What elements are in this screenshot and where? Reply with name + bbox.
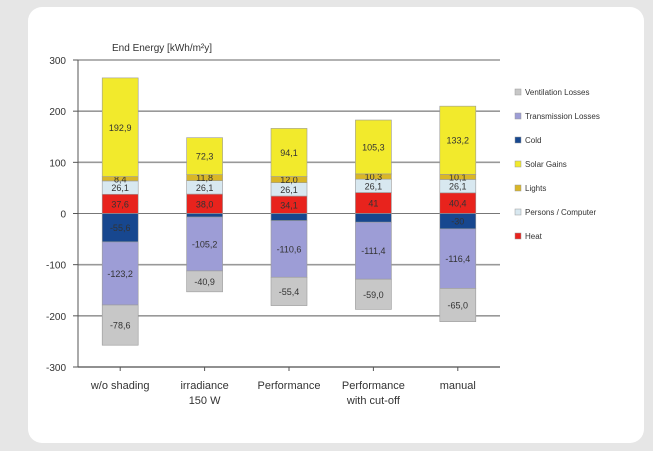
data-label-cold: -30 bbox=[451, 217, 464, 227]
legend-swatch-transmission-losses bbox=[514, 112, 522, 120]
data-label-solar-gains: 192,9 bbox=[109, 123, 132, 133]
data-label-ventilation-losses: -78,6 bbox=[110, 321, 131, 331]
data-label-transmission-losses: -116,4 bbox=[445, 254, 470, 264]
legend-label-cold: Cold bbox=[525, 136, 541, 145]
legend-swatch-lights bbox=[514, 184, 522, 192]
data-label-transmission-losses: -105,2 bbox=[192, 239, 218, 249]
data-label-ventilation-losses: -40,9 bbox=[194, 277, 215, 287]
data-label-persons-computer: 26,1 bbox=[196, 183, 214, 193]
data-label-heat: 38,0 bbox=[196, 199, 214, 209]
y-axis-label: End Energy [kWh/m²y] bbox=[112, 43, 212, 54]
data-label-persons-computer: 26,1 bbox=[365, 181, 383, 191]
legend-label-persons-computer: Persons / Computer bbox=[525, 208, 596, 217]
data-label-solar-gains: 133,2 bbox=[447, 136, 470, 146]
legend-label-ventilation-losses: Ventilation Losses bbox=[525, 88, 590, 97]
data-label-transmission-losses: -110,6 bbox=[277, 244, 302, 254]
bar-segment-solar-gains bbox=[186, 137, 223, 175]
legend-label-lights: Lights bbox=[525, 184, 546, 193]
bar-segment-ventilation-losses bbox=[439, 288, 477, 322]
bar-segment-solar-gains bbox=[101, 77, 139, 177]
bar-segment-ventilation-losses bbox=[186, 270, 223, 293]
bar-segment-transmission-losses bbox=[355, 221, 392, 280]
bars: 37,626,18,4192,9-55,6-123,2-78,638,026,1… bbox=[101, 77, 477, 346]
y-tick-label: -100 bbox=[46, 261, 66, 272]
legend-swatch-cold bbox=[514, 136, 522, 144]
x-category-label: irradiance bbox=[180, 380, 228, 392]
x-category-label: Performance bbox=[342, 380, 405, 392]
data-label-persons-computer: 26,1 bbox=[280, 185, 298, 195]
bar-segment-ventilation-losses bbox=[270, 276, 308, 306]
data-label-heat: 37,6 bbox=[111, 199, 129, 209]
bar-segment-cold bbox=[270, 213, 308, 221]
bar-segment-transmission-losses bbox=[186, 216, 223, 272]
x-category-label: Performance bbox=[258, 380, 321, 392]
bar-segment-transmission-losses bbox=[439, 228, 477, 289]
y-tick-label: 0 bbox=[60, 210, 66, 221]
bar-segment-solar-gains bbox=[355, 119, 392, 175]
data-label-ventilation-losses: -55,4 bbox=[279, 287, 300, 297]
bar-segment-solar-gains bbox=[439, 105, 477, 175]
legend: Ventilation Losses Transmission Losses Col… bbox=[514, 88, 600, 241]
data-label-lights: 11,8 bbox=[196, 173, 213, 183]
y-axis-ticks: -300 -200 -100 0 100 200 300 bbox=[46, 56, 500, 374]
legend-swatch-heat bbox=[514, 232, 522, 240]
data-label-lights: 10,1 bbox=[449, 172, 467, 182]
data-label-heat: 41 bbox=[368, 199, 378, 209]
bar-segment-transmission-losses bbox=[101, 241, 139, 306]
data-label-ventilation-losses: -59,0 bbox=[363, 290, 384, 300]
x-category-label: w/o shading bbox=[90, 380, 150, 392]
data-label-lights: 12,0 bbox=[280, 175, 298, 185]
data-label-lights: 8,4 bbox=[114, 174, 127, 184]
data-label-ventilation-losses: -65,0 bbox=[448, 301, 469, 311]
legend-swatch-solar-gains bbox=[514, 160, 522, 168]
data-label-transmission-losses: -111,4 bbox=[361, 246, 385, 256]
data-label-persons-computer: 26,1 bbox=[449, 182, 467, 192]
y-tick-label: -300 bbox=[46, 363, 66, 374]
y-tick-label: 300 bbox=[49, 56, 66, 67]
y-tick-label: -200 bbox=[46, 312, 66, 323]
data-label-solar-gains: 94,1 bbox=[280, 148, 298, 158]
data-label-lights: 10,3 bbox=[365, 172, 383, 182]
legend-label-transmission-losses: Transmission Losses bbox=[525, 112, 600, 121]
data-label-solar-gains: 105,3 bbox=[362, 142, 385, 152]
bar-segment-cold bbox=[186, 213, 223, 218]
bar-segment-transmission-losses bbox=[270, 220, 308, 278]
x-category-label: with cut-off bbox=[346, 395, 401, 407]
x-category-label: manual bbox=[440, 380, 476, 392]
data-label-heat: 40,4 bbox=[449, 199, 467, 209]
x-category-label: 150 W bbox=[189, 395, 221, 407]
x-axis-categories: w/o shading irradiance 150 W Performance Per… bbox=[90, 367, 476, 407]
legend-label-heat: Heat bbox=[525, 232, 543, 241]
legend-label-solar-gains: Solar Gains bbox=[525, 160, 567, 169]
legend-swatch-ventilation-losses bbox=[514, 88, 522, 96]
y-tick-label: 100 bbox=[49, 158, 66, 169]
y-tick-label: 200 bbox=[49, 107, 66, 118]
bar-segment-cold bbox=[355, 213, 392, 223]
data-label-persons-computer: 26,1 bbox=[111, 183, 129, 193]
legend-swatch-persons-computer bbox=[514, 208, 522, 216]
data-label-cold: -55,6 bbox=[110, 223, 131, 233]
bar-segment-ventilation-losses bbox=[355, 278, 392, 310]
bar-segment-ventilation-losses bbox=[101, 304, 139, 346]
data-label-heat: 34,1 bbox=[280, 200, 298, 210]
data-label-transmission-losses: -123,2 bbox=[107, 269, 133, 279]
data-label-solar-gains: 72,3 bbox=[196, 152, 214, 162]
bar-segment-solar-gains bbox=[270, 128, 308, 177]
